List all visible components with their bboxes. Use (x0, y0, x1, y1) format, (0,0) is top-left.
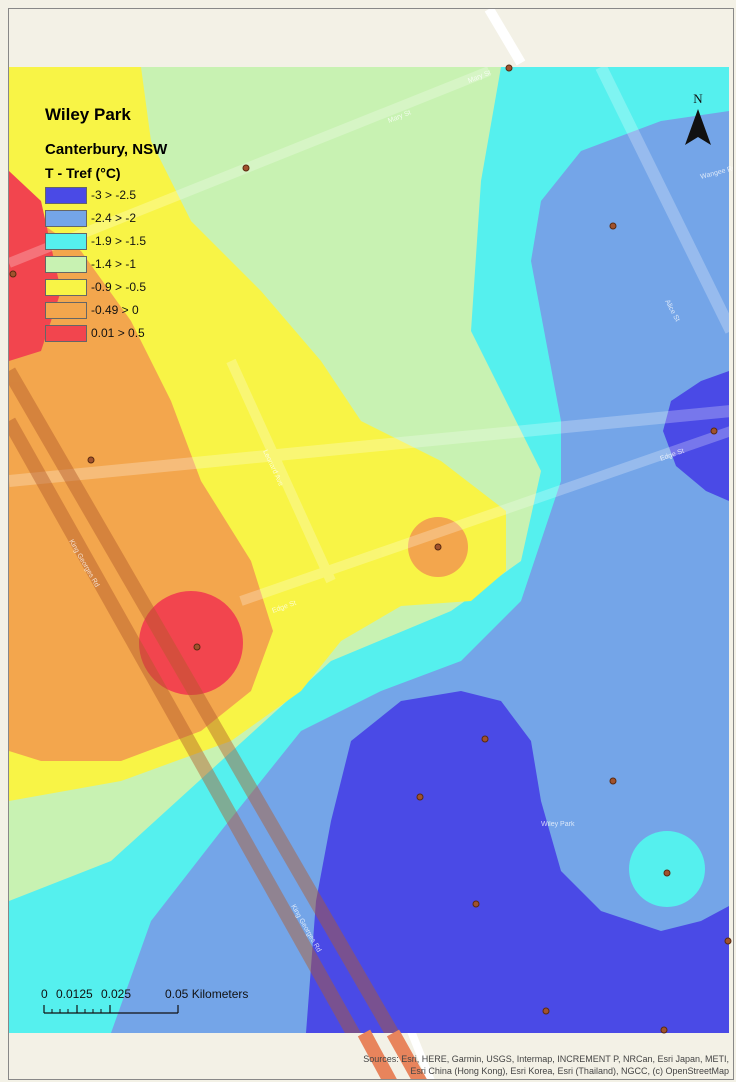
measurement-point[interactable] (87, 456, 95, 464)
legend-label: -2.4 > -2 (91, 211, 137, 225)
north-arrow: N (683, 91, 713, 152)
legend-item: -3 > -2.5 (45, 185, 136, 205)
legend-swatch (45, 255, 87, 273)
legend-label: -0.49 > 0 (91, 303, 139, 317)
scale-tick-3: 0.05 Kilometers (165, 987, 249, 1001)
legend-swatch (45, 278, 87, 296)
legend-label: -0.9 > -0.5 (91, 280, 147, 294)
legend-item: -1.4 > -1 (45, 254, 136, 274)
measurement-point[interactable] (609, 222, 617, 230)
legend-swatch (45, 186, 87, 204)
legend-title: T - Tref (°C) (45, 165, 121, 181)
zone-minus-3-south (306, 691, 729, 1033)
measurement-point[interactable] (609, 777, 617, 785)
basemap-streets (407, 9, 526, 1079)
north-label: N (693, 91, 703, 106)
measurement-point[interactable] (710, 427, 718, 435)
legend-item: -2.4 > -2 (45, 208, 136, 228)
legend-item: -0.49 > 0 (45, 300, 139, 320)
map-subtitle: Canterbury, NSW (45, 141, 168, 158)
measurement-point[interactable] (724, 937, 732, 945)
king-georges-rd-outside (357, 1029, 427, 1079)
legend-label: 0.01 > 0.5 (91, 326, 145, 340)
zone-minus-3-east (663, 371, 729, 501)
measurement-points (9, 64, 732, 1034)
legend-swatch (45, 324, 87, 342)
measurement-point[interactable] (434, 543, 442, 551)
legend-swatch (45, 209, 87, 227)
measurement-point[interactable] (505, 64, 513, 72)
measurement-point[interactable] (472, 900, 480, 908)
scale-bar-graphic (43, 1005, 179, 1014)
zone-0.01-to-0.5-hotspot (139, 591, 243, 695)
measurement-point[interactable] (242, 164, 250, 172)
temperature-map[interactable]: Mary St Mary St Alice St Edge St Edge St… (9, 9, 734, 1080)
legend-label: -3 > -2.5 (91, 188, 137, 202)
scale-tick-0: 0 (41, 987, 48, 1001)
north-arrow-icon (685, 109, 711, 145)
legend-item: -1.9 > -1.5 (45, 231, 146, 251)
legend-swatch (45, 301, 87, 319)
zone-cyan-spot (629, 831, 705, 907)
map-frame[interactable]: Mary St Mary St Alice St Edge St Edge St… (8, 8, 734, 1080)
interpolated-temperature-surface (9, 67, 729, 1033)
measurement-point[interactable] (660, 1026, 668, 1034)
measurement-point[interactable] (542, 1007, 550, 1015)
legend-item: -0.9 > -0.5 (45, 277, 146, 297)
attribution-text: Sources: Esri, HERE, Garmin, USGS, Inter… (363, 1054, 729, 1079)
zone-minus-2.4-to-minus-2 (111, 111, 729, 1033)
measurement-point[interactable] (481, 735, 489, 743)
scale-tick-1: 0.0125 (56, 987, 93, 1001)
king-georges-rd (9, 367, 401, 1033)
street-label: Wiley Park (541, 821, 575, 828)
legend-swatch (45, 232, 87, 250)
measurement-point[interactable] (416, 793, 424, 801)
measurement-point[interactable] (9, 270, 17, 278)
measurement-point[interactable] (663, 869, 671, 877)
legend-label: -1.9 > -1.5 (91, 234, 147, 248)
scale-tick-2: 0.025 (101, 987, 132, 1001)
map-title: Wiley Park (45, 105, 131, 124)
measurement-point[interactable] (193, 643, 201, 651)
legend-item: 0.01 > 0.5 (45, 323, 145, 343)
legend-label: -1.4 > -1 (91, 257, 137, 271)
